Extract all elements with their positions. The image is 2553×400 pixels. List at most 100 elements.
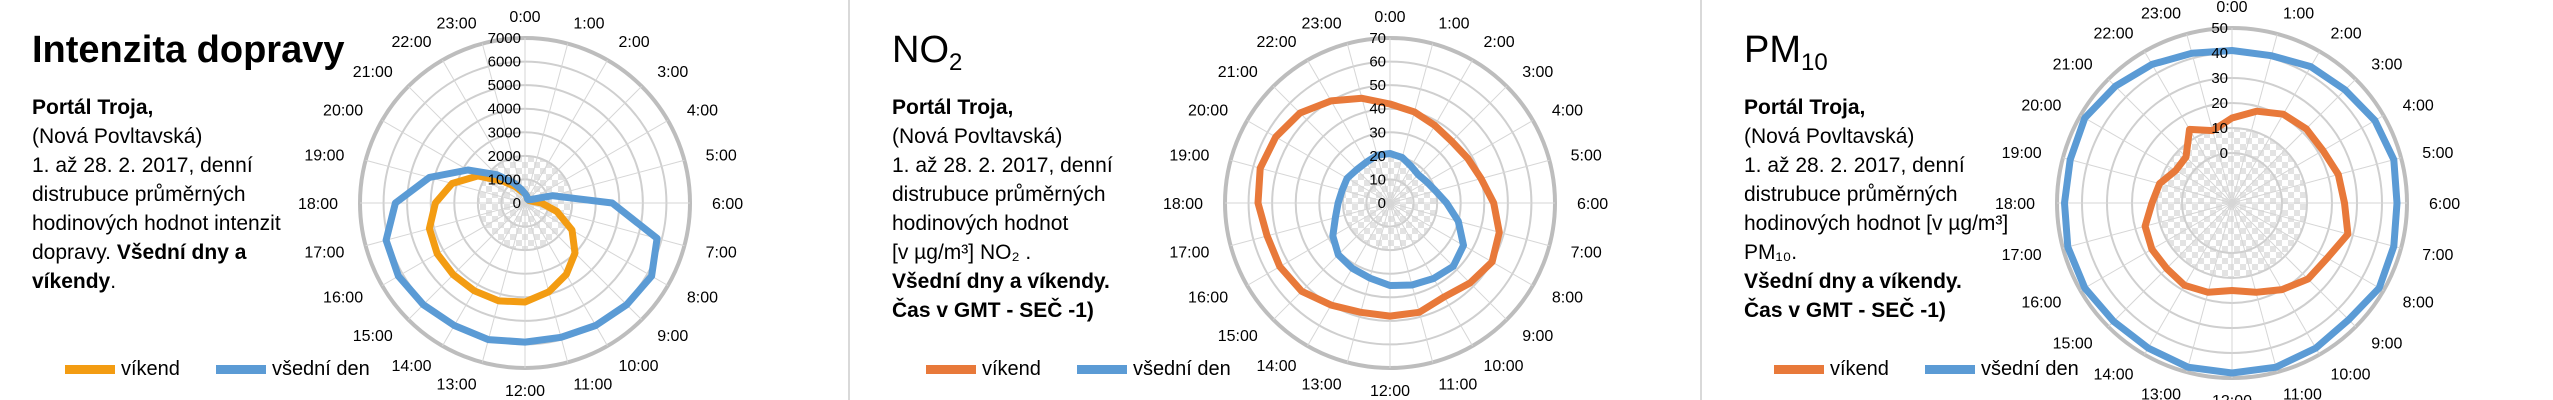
- radar-category-label: 10:00: [1484, 358, 1524, 375]
- radar-tick-label: 10: [1369, 171, 1386, 188]
- radar-spoke: [1389, 159, 1550, 204]
- radar-category-label: 0:00: [509, 9, 540, 26]
- panel-title: NO2: [892, 28, 962, 85]
- radar-tick-label: 70: [1369, 30, 1386, 47]
- radar-category-label: 9:00: [657, 328, 688, 345]
- radar-category-label: 22:00: [2093, 25, 2133, 42]
- legend-swatch-vsedni: [215, 364, 266, 374]
- radar-category-label: 1:00: [2283, 6, 2314, 23]
- desc-time: Čas v GMT - SEČ -1): [892, 299, 1094, 322]
- radar-category-label: 10:00: [2331, 367, 2371, 384]
- radar-category-label: 12:00: [2212, 393, 2252, 400]
- radar-series-vsedni-den: [382, 166, 661, 346]
- radar-tick-label: 10: [2211, 120, 2228, 137]
- radar-series-vsedni-den: [1329, 150, 1467, 289]
- radar-spoke: [2231, 202, 2384, 291]
- radar-category-label: 5:00: [706, 148, 737, 165]
- radar-category-label: 21:00: [1218, 64, 1258, 81]
- radar-spoke: [1272, 85, 1391, 204]
- radar-category-label: 21:00: [353, 64, 393, 81]
- radar-category-label: 13:00: [2141, 386, 2181, 400]
- radar-category-label: 4:00: [1552, 103, 1583, 120]
- radar-tick-label: 30: [1369, 124, 1386, 141]
- radar-category-label: 1:00: [573, 15, 604, 32]
- radar-spoke: [2080, 202, 2233, 291]
- radar-spoke: [2231, 202, 2402, 249]
- radar-series-vikend: [2141, 107, 2352, 296]
- radar-category-label: 5:00: [2422, 145, 2453, 162]
- radar-spoke: [381, 120, 526, 204]
- radar-category-label: 9:00: [2371, 335, 2402, 352]
- radar-tick-label: 6000: [488, 54, 521, 71]
- radar-category-label: 7:00: [2422, 247, 2453, 264]
- legend-item-vsedni: všední den: [1924, 356, 2079, 382]
- radar-category-label: 13:00: [437, 377, 477, 394]
- desc-location: Portál Troja,: [1744, 96, 1866, 119]
- legend-swatch-vikend: [1774, 364, 1824, 374]
- radar-category-label: 20:00: [323, 103, 363, 120]
- desc-street: (Nová Povltavská): [892, 125, 1063, 148]
- radar-spoke: [2231, 33, 2278, 204]
- radar-tick-label: 7000: [488, 30, 521, 47]
- legend-item-vsedni: všední den: [215, 356, 370, 382]
- radar-category-label: 0:00: [1374, 9, 1405, 26]
- desc-days: Všední dny a víkendy.: [892, 270, 1110, 293]
- radar-category-label: 12:00: [1370, 383, 1410, 400]
- legend-label-vsedni: všední den: [271, 358, 370, 380]
- panel-title-subscript: 2: [949, 49, 963, 76]
- radar-spoke: [524, 120, 669, 204]
- desc-time: Čas v GMT - SEČ -1): [1744, 299, 1946, 322]
- radar-category-label: 2:00: [619, 34, 650, 51]
- radar-category-label: 8:00: [687, 290, 718, 307]
- radar-spoke: [2080, 115, 2233, 204]
- desc-tail: .: [110, 270, 117, 293]
- radar-category-label: 5:00: [1571, 148, 1602, 165]
- panel-title-text: PM: [1744, 29, 1801, 71]
- radar-tick-label: 40: [2211, 45, 2228, 62]
- desc-body: 1. až 28. 2. 2017, denní distrubuce prům…: [1744, 154, 2009, 264]
- radar-tick-label: 20: [2211, 95, 2228, 112]
- desc-location: Portál Troja,: [892, 96, 1014, 119]
- radar-spoke: [1346, 43, 1391, 204]
- radar-category-label: 17:00: [1169, 244, 1209, 261]
- radar-category-label: 16:00: [2021, 295, 2061, 312]
- radar-spoke: [1246, 202, 1391, 286]
- radar-category-label: 11:00: [573, 377, 612, 394]
- radar-category-label: 14:00: [1256, 358, 1296, 375]
- panel-title-text: Intenzita dopravy: [32, 29, 345, 71]
- radar-tick-label: 2000: [488, 148, 521, 165]
- radar-category-label: 0:00: [2216, 0, 2247, 16]
- radar-category-label: 23:00: [2141, 6, 2181, 23]
- panel-title-subscript: 10: [1801, 49, 1828, 76]
- radar-tick-label: 1000: [488, 171, 521, 188]
- radar-category-label: 19:00: [1169, 148, 1209, 165]
- radar-spoke: [1389, 120, 1534, 204]
- radar-category-label: 23:00: [437, 15, 477, 32]
- radar-spoke: [1230, 202, 1391, 247]
- legend-swatch-vikend: [65, 364, 115, 374]
- radar-category-label: 22:00: [391, 34, 431, 51]
- radar-tick-label: 3000: [488, 124, 521, 141]
- radar-spoke: [481, 43, 526, 204]
- radar-tick-label: 40: [1369, 101, 1386, 118]
- radar-category-label: 2:00: [2331, 25, 2362, 42]
- radar-spoke: [524, 43, 569, 204]
- radar-category-label: 16:00: [323, 290, 363, 307]
- radar-category-label: 14:00: [391, 358, 431, 375]
- radar-tick-label: 5000: [488, 77, 521, 94]
- panel-title: PM10: [1744, 28, 1828, 85]
- legend-swatch-vsedni: [1924, 364, 1975, 374]
- radar-series-vsedni-den: [2061, 47, 2401, 377]
- radar-category-label: 4:00: [687, 103, 718, 120]
- radar-category-label: 15:00: [2053, 335, 2093, 352]
- legend-item-vikend: víkend: [65, 356, 180, 382]
- radar-spoke: [1272, 202, 1391, 321]
- radar-spoke: [2231, 51, 2320, 204]
- legend-label-vikend: víkend: [982, 358, 1041, 380]
- radar-spoke: [524, 85, 643, 204]
- radar-spoke: [2186, 33, 2233, 204]
- radar-spoke: [1389, 202, 1473, 347]
- radar-tick-label: 30: [2211, 70, 2228, 87]
- desc-street: (Nová Povltavská): [32, 125, 203, 148]
- radar-category-label: 20:00: [1188, 103, 1228, 120]
